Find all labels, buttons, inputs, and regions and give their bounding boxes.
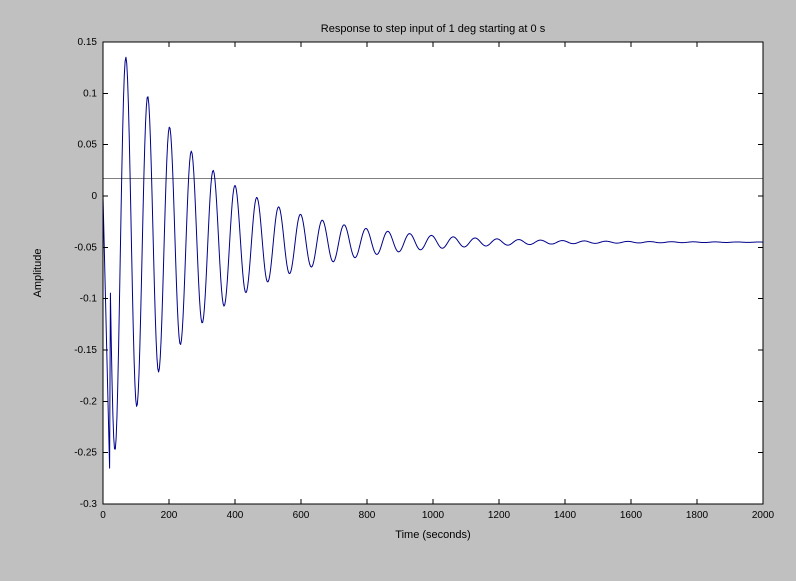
y-tick-label: 0.15 — [78, 37, 98, 48]
y-tick-label: -0.15 — [74, 345, 97, 356]
x-tick-label: 0 — [100, 510, 106, 521]
y-axis-label: Amplitude — [32, 249, 44, 298]
x-tick-label: 2000 — [752, 510, 775, 521]
y-tick-label: -0.25 — [74, 448, 97, 459]
x-tick-label: 1000 — [422, 510, 445, 521]
figure-svg: 0 200 400 600 800 1000 1200 1400 1600 1800 2000 -0.… — [0, 0, 796, 581]
x-tick-label: 1400 — [554, 510, 577, 521]
x-tick-label: 1200 — [488, 510, 511, 521]
plot-area — [103, 42, 763, 504]
matlab-figure: 0 200 400 600 800 1000 1200 1400 1600 1800 2000 -0.… — [0, 0, 796, 581]
plot-title: Response to step input of 1 deg starting… — [321, 23, 546, 35]
y-tick-label: -0.2 — [80, 396, 98, 407]
y-tick-label: -0.05 — [74, 242, 97, 253]
y-tick-label: 0.05 — [78, 140, 98, 151]
x-tick-label: 1600 — [620, 510, 643, 521]
x-tick-label: 1800 — [686, 510, 709, 521]
x-tick-label: 200 — [161, 510, 178, 521]
y-tick-label: 0 — [91, 191, 97, 202]
y-tick-label: -0.3 — [80, 499, 98, 510]
x-axis-label: Time (seconds) — [395, 529, 470, 541]
x-tick-label: 400 — [227, 510, 244, 521]
x-tick-label: 600 — [293, 510, 310, 521]
y-tick-label: -0.1 — [80, 294, 98, 305]
x-tick-label: 800 — [359, 510, 376, 521]
y-tick-label: 0.1 — [83, 88, 97, 99]
